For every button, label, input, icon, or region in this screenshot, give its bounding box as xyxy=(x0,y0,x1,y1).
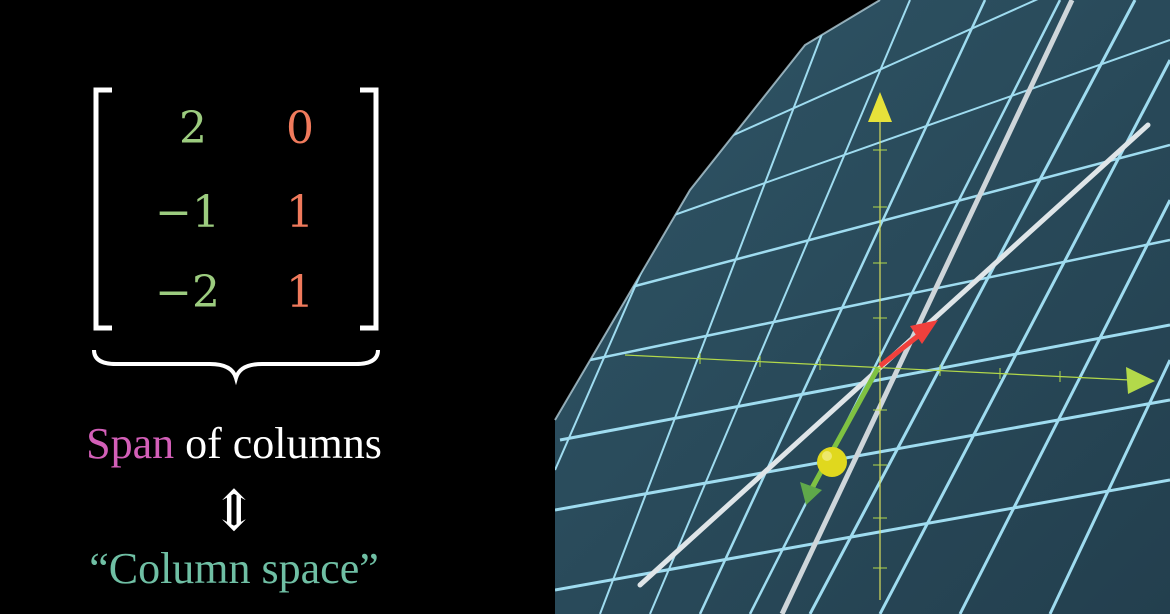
axis-ticks xyxy=(699,149,1061,569)
x-axis xyxy=(624,354,1131,381)
x-axis-arrow-icon xyxy=(1126,367,1155,394)
matrix: 2 0 −1 1 −2 1 xyxy=(93,87,379,331)
span-caption: Span of columns xyxy=(86,419,382,468)
plane-surface xyxy=(555,0,1170,614)
yellow-ball xyxy=(817,447,847,477)
matrix-entry-r2c1: −1 xyxy=(155,187,220,238)
matrix-entry-r3c2: 1 xyxy=(286,267,314,318)
yellow-ball-highlight xyxy=(822,451,832,461)
column-space-caption: “Column space” xyxy=(89,544,379,593)
of-columns-text: of columns xyxy=(174,419,382,468)
vector-red-arrowhead-icon xyxy=(910,320,938,344)
vector-green-arrowhead-icon xyxy=(800,482,822,505)
matrix-entry-r1c2: 0 xyxy=(286,103,314,154)
z-axis-arrow-icon xyxy=(868,92,892,122)
bracket-right-icon xyxy=(360,87,379,331)
matrix-entry-r3c1: −2 xyxy=(155,267,220,318)
span-line-2 xyxy=(779,0,1075,614)
plane-edge xyxy=(554,0,881,421)
bracket-left-icon xyxy=(93,87,112,331)
matrix-entry-r2c2: 1 xyxy=(286,187,314,238)
matrix-entry-r1c1: 2 xyxy=(179,103,207,154)
double-arrow-updown-icon: ⇕ xyxy=(211,481,258,543)
plane-grid xyxy=(555,0,1170,614)
vector-red xyxy=(878,334,920,368)
plane-3d xyxy=(554,0,1170,614)
underbrace-icon xyxy=(92,349,380,386)
span-word: Span xyxy=(86,419,174,468)
